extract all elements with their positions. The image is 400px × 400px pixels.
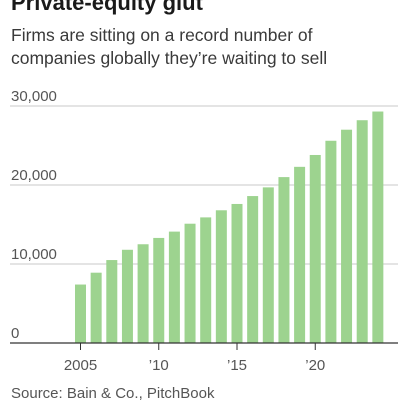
source-note: Source: Bain & Co., PitchBook xyxy=(11,385,215,400)
chart-subtitle: Firms are sitting on a record number of … xyxy=(11,25,328,68)
bar-2023 xyxy=(356,120,368,343)
bar-2018 xyxy=(278,177,290,343)
bar-2010 xyxy=(153,237,165,343)
bars xyxy=(75,111,384,343)
bar-2005 xyxy=(75,284,86,343)
bar-2009 xyxy=(137,244,149,343)
x-tick-label: ’15 xyxy=(227,357,247,374)
bar-2017 xyxy=(262,187,274,343)
y-tick-label: 0 xyxy=(11,325,19,342)
bar-2016 xyxy=(247,196,259,343)
bar-2024 xyxy=(372,111,384,343)
bar-2019 xyxy=(294,166,306,343)
y-tick-label: 20,000 xyxy=(11,167,57,184)
bar-2020 xyxy=(309,154,321,343)
bar-2011 xyxy=(168,231,180,343)
bar-2006 xyxy=(90,272,102,343)
x-tick-label: ’10 xyxy=(149,357,169,374)
bar-2007 xyxy=(106,260,118,343)
y-tick-label: 10,000 xyxy=(11,246,57,263)
x-tick-label: 2005 xyxy=(64,357,97,374)
axes xyxy=(10,342,398,350)
bar-2015 xyxy=(231,203,243,343)
y-tick-label: 30,000 xyxy=(11,88,57,105)
tick-labels: 0 10,000 20,000 30,000 2005 ’10 ’15 ’20 xyxy=(11,88,325,374)
bar-2014 xyxy=(215,210,227,343)
bar-2021 xyxy=(325,140,337,343)
x-tick-label: ’20 xyxy=(305,357,325,374)
bar-2022 xyxy=(341,129,353,343)
bar-2012 xyxy=(184,223,196,343)
bar-2008 xyxy=(121,249,133,343)
chart-title: Private-equity glut xyxy=(11,0,203,15)
bar-2013 xyxy=(200,217,212,343)
